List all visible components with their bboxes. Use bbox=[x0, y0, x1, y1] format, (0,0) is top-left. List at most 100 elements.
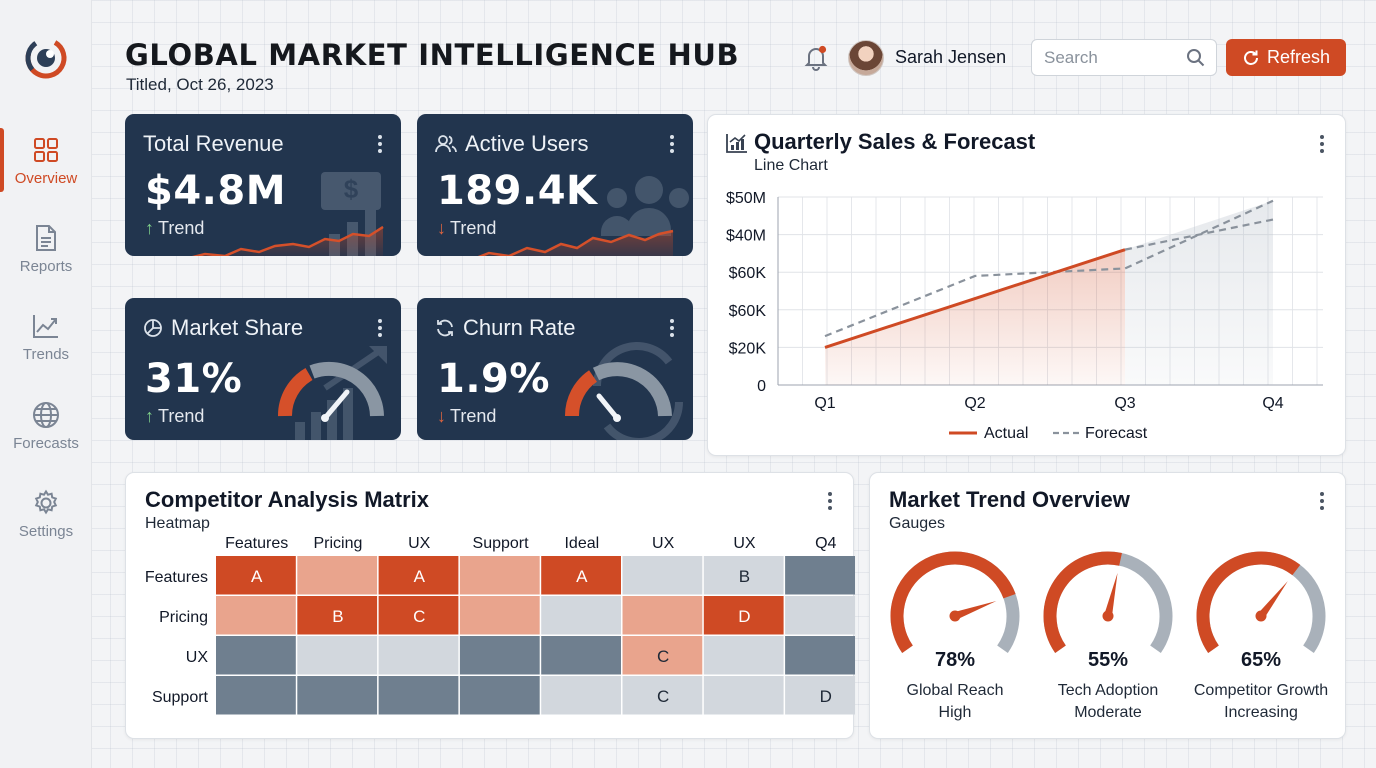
gauges-panel: Market Trend Overview Gauges 78% Global … bbox=[869, 472, 1346, 739]
user-name[interactable]: Sarah Jensen bbox=[895, 47, 1007, 67]
sidebar-item-settings[interactable]: Settings bbox=[0, 489, 92, 553]
heatmap-cell bbox=[703, 596, 784, 635]
y-tick-label: $40M bbox=[726, 228, 766, 245]
heatmap-cell bbox=[703, 636, 784, 675]
kpi-title: Total Revenue bbox=[143, 131, 284, 156]
more-menu-icon[interactable] bbox=[1319, 491, 1325, 511]
line-trend-icon bbox=[32, 312, 60, 340]
gauge-fill bbox=[890, 551, 1016, 653]
column-label: Features bbox=[225, 535, 288, 552]
more-menu-icon[interactable] bbox=[377, 134, 383, 154]
kpi-trend-label: Trend bbox=[450, 406, 497, 426]
gauge-name: Tech Adoption bbox=[1057, 682, 1159, 699]
kpi-trend-label: Trend bbox=[158, 218, 205, 238]
sidebar-item-overview[interactable]: Overview bbox=[0, 128, 92, 200]
gauge-name: Competitor Growth bbox=[1193, 682, 1329, 699]
refresh-icon bbox=[1244, 50, 1258, 65]
gauge-needle bbox=[953, 600, 997, 620]
arrow-down-icon: ↓ bbox=[437, 218, 446, 238]
more-menu-icon[interactable] bbox=[377, 318, 383, 338]
kpi-title-row: Market Share bbox=[143, 315, 303, 341]
sidebar-item-label: Trends bbox=[22, 346, 70, 363]
row-label: Features bbox=[145, 569, 208, 586]
heatmap-cell bbox=[378, 596, 459, 635]
svg-text:$: $ bbox=[344, 174, 359, 204]
y-tick-label: $50M bbox=[726, 190, 766, 207]
kpi-trend-label: Trend bbox=[158, 406, 205, 426]
heatmap-cell bbox=[297, 556, 378, 595]
kpi-card-total-revenue[interactable]: $ Total Revenue $4.8M ↑ Trend bbox=[125, 114, 401, 256]
heatmap-cell-label: D bbox=[738, 607, 750, 626]
kpi-value: $4.8M bbox=[145, 168, 286, 214]
kpi-card-market-share[interactable]: Market Share 31% ↑ Trend bbox=[125, 298, 401, 440]
column-label: Pricing bbox=[313, 535, 362, 552]
heatmap-cell bbox=[216, 556, 296, 595]
column-label: UX bbox=[733, 535, 756, 552]
sales-line-chart: $50M $40M $60K $60K $20K 0 Q1 Q2 Q3 Q4 Actual Forec… bbox=[726, 190, 1323, 442]
heatmap-cell bbox=[459, 556, 540, 595]
kpi-title: Market Share bbox=[171, 315, 304, 340]
gauge-status: High bbox=[938, 704, 972, 721]
kpi-value: 1.9% bbox=[437, 356, 550, 402]
heatmap-cell bbox=[622, 556, 703, 595]
panel-subtitle: Gauges bbox=[889, 515, 946, 532]
panel-title: Competitor Analysis Matrix bbox=[145, 487, 430, 512]
y-tick-label: 0 bbox=[757, 378, 766, 395]
heatmap-cell bbox=[622, 596, 703, 635]
heatmap-cell bbox=[541, 596, 621, 635]
heatmap-cell bbox=[785, 676, 855, 715]
heatmap-cell-label: B bbox=[332, 607, 343, 626]
heatmap-cell bbox=[703, 676, 784, 715]
sales-chart-panel: Quarterly Sales & Forecast Line Chart $5… bbox=[707, 114, 1346, 456]
kpi-trend-label: Trend bbox=[450, 218, 497, 238]
heatmap-cell-label: C bbox=[413, 607, 425, 626]
search-input[interactable] bbox=[1044, 47, 1174, 69]
heatmap-cell bbox=[378, 556, 459, 595]
refresh-button[interactable]: Refresh bbox=[1226, 39, 1346, 76]
heatmap-cell bbox=[297, 636, 378, 675]
notification-bell-icon[interactable] bbox=[802, 44, 830, 72]
y-tick-label: $60K bbox=[729, 265, 767, 282]
column-label: Q4 bbox=[815, 535, 836, 552]
globe-icon bbox=[32, 401, 60, 429]
heatmap-cell-label: A bbox=[576, 567, 588, 586]
more-menu-icon[interactable] bbox=[1319, 134, 1325, 154]
sidebar-item-label: Forecasts bbox=[13, 435, 79, 452]
legend-forecast-label: Forecast bbox=[1085, 425, 1148, 442]
search-icon[interactable] bbox=[1186, 48, 1206, 68]
legend-actual-label: Actual bbox=[984, 425, 1028, 442]
forecast-lower-line bbox=[1124, 218, 1274, 251]
kpi-card-churn-rate[interactable]: Churn Rate 1.9% ↓ Trend bbox=[417, 298, 693, 440]
heatmap-cell-label: A bbox=[251, 567, 263, 586]
panel-subtitle: Line Chart bbox=[754, 157, 828, 174]
page-subtitle: Titled, Oct 26, 2023 bbox=[126, 75, 274, 94]
heatmap-cell bbox=[378, 636, 459, 675]
sidebar-item-forecasts[interactable]: Forecasts bbox=[0, 401, 92, 465]
heatmap-cell bbox=[541, 636, 621, 675]
more-menu-icon[interactable] bbox=[669, 318, 675, 338]
sidebar-item-trends[interactable]: Trends bbox=[0, 312, 92, 376]
more-menu-icon[interactable] bbox=[669, 134, 675, 154]
gauge-percent: 65% bbox=[1240, 649, 1282, 671]
kpi-card-active-users[interactable]: Active Users 189.4K ↓ Trend bbox=[417, 114, 693, 256]
y-tick-label: $20K bbox=[729, 340, 767, 357]
avatar[interactable] bbox=[848, 40, 884, 76]
more-menu-icon[interactable] bbox=[827, 491, 833, 511]
forecast-area bbox=[1125, 200, 1273, 385]
kpi-title-row: Churn Rate bbox=[435, 315, 576, 341]
heatmap-cell bbox=[216, 676, 296, 715]
row-label: Support bbox=[152, 689, 209, 706]
heatmap-cell-label: D bbox=[820, 687, 832, 706]
gauge-hub bbox=[1255, 610, 1267, 622]
app-logo bbox=[25, 37, 67, 79]
users-icon bbox=[435, 135, 457, 153]
heatmap-cell bbox=[297, 676, 378, 715]
panel-subtitle: Heatmap bbox=[145, 515, 210, 532]
gauge-fill bbox=[1196, 551, 1301, 653]
sidebar: Overview Reports Trends Forecasts bbox=[0, 0, 92, 768]
kpi-trend: ↑ Trend bbox=[145, 218, 204, 239]
sidebar-item-reports[interactable]: Reports bbox=[0, 224, 92, 288]
search-box bbox=[1031, 39, 1217, 76]
kpi-title: Churn Rate bbox=[463, 315, 576, 340]
x-tick-label: Q2 bbox=[964, 395, 985, 412]
